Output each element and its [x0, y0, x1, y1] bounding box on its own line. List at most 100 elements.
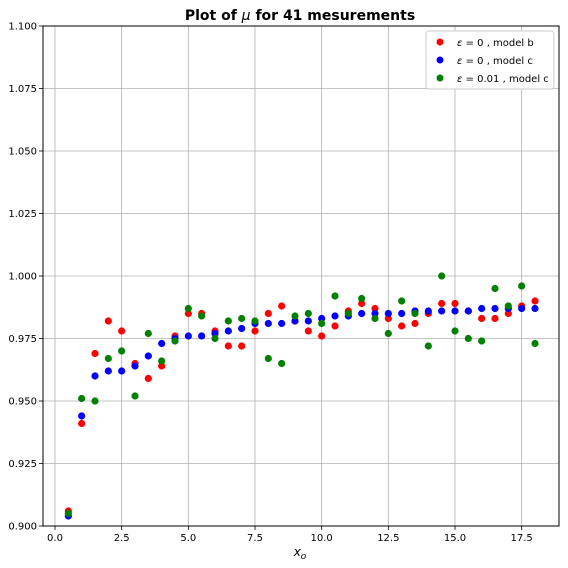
legend-label-model-c-eps: ε = 0.01 , model c: [457, 74, 549, 85]
legend-label-model-b: ε = 0 , model b: [457, 38, 534, 49]
legend-marker-model-b: [436, 38, 444, 46]
data-point-model-b: [371, 304, 379, 313]
data-point-model-b: [451, 299, 459, 308]
data-point-model-c-eps: [91, 397, 99, 405]
data-point-model-c-eps: [144, 329, 152, 338]
x-tick-label: 15.0: [444, 533, 466, 544]
data-point-model-c: [198, 332, 206, 340]
data-point-model-c-eps: [224, 317, 232, 325]
legend-marker-model-c: [436, 56, 444, 64]
x-tick-label: 17.5: [511, 533, 533, 544]
data-point-model-c-eps: [251, 317, 259, 325]
data-point-model-c-eps: [451, 327, 459, 335]
data-point-model-c: [264, 319, 272, 328]
data-point-model-c: [238, 324, 246, 333]
x-tick-label: 2.5: [114, 533, 130, 544]
data-point-model-c-eps: [464, 334, 472, 343]
data-point-model-b: [504, 309, 512, 318]
data-point-model-c-eps: [358, 294, 366, 303]
data-point-model-b: [158, 362, 166, 370]
data-point-model-b: [144, 374, 152, 383]
data-point-model-b: [331, 322, 339, 330]
data-point-model-b: [278, 302, 286, 310]
data-point-model-c-eps: [331, 292, 339, 300]
data-point-model-b: [478, 314, 486, 323]
data-point-model-c-eps: [531, 339, 539, 348]
data-point-model-b: [251, 327, 259, 335]
data-point-model-c: [291, 317, 299, 325]
y-tick-label: 1.025: [8, 209, 37, 220]
legend-marker-model-c-eps: [436, 74, 444, 82]
y-tick-label: 0.900: [8, 522, 37, 533]
x-tick-label: 0.0: [47, 533, 63, 544]
data-point-model-b: [438, 299, 446, 308]
y-tick-label: 0.975: [8, 334, 37, 345]
data-point-model-c: [318, 314, 326, 323]
data-point-model-c-eps: [504, 302, 512, 310]
data-point-model-b: [304, 327, 312, 335]
data-point-model-c: [331, 312, 339, 320]
data-point-model-b: [104, 317, 112, 325]
data-point-model-c-eps: [158, 357, 166, 365]
data-point-model-c: [358, 309, 366, 318]
legend: ε = 0 , model b ε = 0 , model c ε = 0.01…: [425, 30, 555, 90]
x-tick-label: 10.0: [311, 533, 333, 544]
y-tick-label: 0.925: [8, 459, 37, 470]
data-point-model-c-eps: [384, 329, 392, 338]
data-point-model-c-eps: [64, 509, 72, 518]
data-point-model-c: [424, 307, 432, 315]
data-point-model-c-eps: [398, 297, 406, 305]
data-point-model-c-eps: [184, 304, 192, 313]
data-point-model-c-eps: [318, 319, 326, 328]
data-point-model-c: [78, 412, 86, 420]
data-point-model-c-eps: [238, 314, 246, 323]
x-tick-label: 12.5: [377, 533, 399, 544]
data-point-model-b: [491, 314, 499, 323]
data-point-model-c: [118, 367, 126, 375]
data-point-model-c: [531, 304, 539, 313]
data-point-model-c-eps: [344, 309, 352, 318]
data-point-model-c: [224, 327, 232, 335]
y-tick-label: 1.000: [8, 272, 37, 283]
data-point-model-c: [464, 307, 472, 315]
data-point-model-b: [358, 299, 366, 308]
data-point-model-b: [264, 309, 272, 318]
x-tick-label: 7.5: [247, 533, 263, 544]
data-point-model-b: [411, 319, 419, 328]
data-point-model-c-eps: [278, 359, 286, 368]
data-point-model-c-eps: [291, 312, 299, 320]
data-point-model-b: [91, 349, 99, 358]
data-point-model-c: [384, 309, 392, 318]
data-point-model-b: [384, 314, 392, 323]
data-points: [64, 272, 539, 520]
data-point-model-c: [211, 329, 219, 338]
data-point-model-b: [398, 322, 406, 330]
data-point-model-b: [224, 342, 232, 350]
y-tick-label: 1.075: [8, 84, 37, 95]
data-point-model-c-eps: [438, 272, 446, 280]
data-point-model-c: [371, 309, 379, 318]
data-point-model-c-eps: [424, 342, 432, 350]
data-point-model-c: [131, 362, 139, 370]
data-point-model-c-eps: [131, 392, 139, 400]
data-point-model-c: [304, 317, 312, 325]
data-point-model-c: [518, 304, 526, 313]
data-point-model-c: [398, 309, 406, 318]
data-point-model-c-eps: [491, 284, 499, 293]
x-tick-label: 5.0: [180, 533, 196, 544]
data-point-model-b: [184, 309, 192, 318]
data-point-model-c: [184, 332, 192, 340]
data-point-model-c: [491, 304, 499, 313]
data-point-model-c: [91, 372, 99, 380]
ticks: 0.0 2.5 5.0 7.5 10.0 12.5 15.0 17.5 0.900 0.925 0.…: [8, 22, 532, 545]
legend-label-model-c: ε = 0 , model c: [457, 56, 533, 67]
data-point-model-c-eps: [118, 347, 126, 355]
data-point-model-c-eps: [211, 334, 219, 343]
data-point-model-b: [78, 419, 86, 428]
data-point-model-c-eps: [304, 309, 312, 318]
data-point-model-c-eps: [478, 337, 486, 345]
data-point-model-c-eps: [371, 314, 379, 323]
data-point-model-c-eps: [171, 337, 179, 345]
